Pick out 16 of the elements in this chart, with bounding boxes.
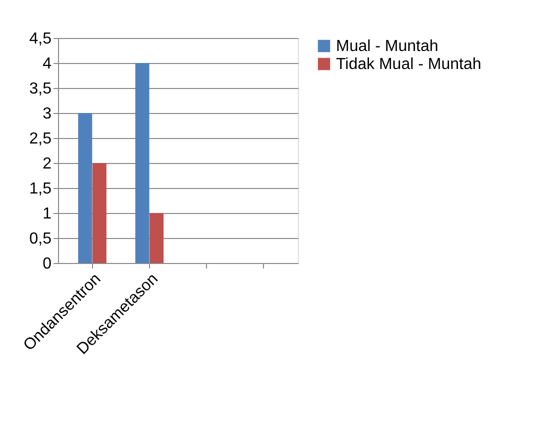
y-tick-label: 0,5 [29, 230, 52, 248]
y-tick-label: 4,5 [29, 30, 52, 48]
y-tick-label: 0 [42, 256, 52, 272]
legend-label: Mual - Muntah [336, 38, 438, 55]
bar [135, 63, 150, 263]
bar [78, 113, 92, 263]
bar [150, 213, 164, 263]
y-tick-label: 3,5 [29, 80, 52, 98]
y-tick-label: 1,5 [29, 180, 52, 198]
y-tick-label: 2 [42, 156, 52, 172]
y-tick-label: 2,5 [29, 130, 52, 148]
y-tick-label: 4 [42, 56, 52, 72]
y-tick-label: 3 [42, 106, 52, 122]
legend-label: Tidak Mual - Muntah [336, 56, 482, 73]
bar [92, 163, 106, 263]
y-tick-label: 1 [42, 206, 52, 222]
